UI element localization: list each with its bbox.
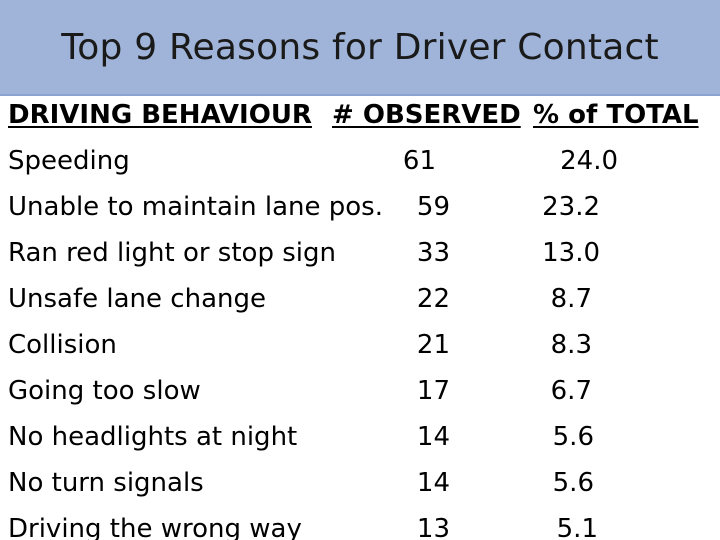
percent-cell: 24.0 — [560, 146, 618, 176]
percent-cell: 13.0 — [542, 238, 600, 268]
table-row: Unable to maintain lane pos. 59 23.2 — [0, 184, 720, 230]
percent-cell: 5.6 — [552, 468, 594, 498]
behaviour-cell: No headlights at night — [8, 422, 298, 452]
behaviour-cell: Collision — [8, 330, 117, 360]
observed-cell: 14 — [416, 468, 450, 498]
behaviour-cell: Unsafe lane change — [8, 284, 266, 314]
observed-cell: 22 — [416, 284, 450, 314]
observed-cell: 14 — [416, 422, 450, 452]
percent-cell: 5.6 — [552, 422, 594, 452]
title-bar: Top 9 Reasons for Driver Contact — [0, 0, 720, 96]
behaviour-cell: No turn signals — [8, 468, 204, 498]
behaviour-cell: Driving the wrong way — [8, 514, 302, 540]
column-header-behaviour: DRIVING BEHAVIOUR — [8, 100, 312, 130]
behaviour-cell: Speeding — [8, 146, 130, 176]
observed-cell: 61 — [402, 146, 436, 176]
column-header-observed: # OBSERVED — [332, 100, 521, 130]
table-row: No turn signals 14 5.6 — [0, 460, 720, 506]
table-row: Going too slow 17 6.7 — [0, 368, 720, 414]
table-row: Speeding 61 24.0 — [0, 138, 720, 184]
behaviour-cell: Ran red light or stop sign — [8, 238, 336, 268]
percent-cell: 23.2 — [542, 192, 600, 222]
observed-cell: 21 — [416, 330, 450, 360]
table-header-row: DRIVING BEHAVIOUR # OBSERVED % of TOTAL — [0, 92, 720, 138]
column-header-percent: % of TOTAL — [533, 100, 699, 130]
percent-cell: 8.7 — [550, 284, 592, 314]
percent-cell: 5.1 — [556, 514, 598, 540]
behaviour-cell: Unable to maintain lane pos. — [8, 192, 383, 222]
observed-cell: 13 — [416, 514, 450, 540]
observed-cell: 17 — [416, 376, 450, 406]
slide-title: Top 9 Reasons for Driver Contact — [61, 27, 659, 68]
behaviour-cell: Going too slow — [8, 376, 201, 406]
table-row: No headlights at night 14 5.6 — [0, 414, 720, 460]
percent-cell: 6.7 — [550, 376, 592, 406]
table-row: Collision 21 8.3 — [0, 322, 720, 368]
table-row: Unsafe lane change 22 8.7 — [0, 276, 720, 322]
observed-cell: 33 — [416, 238, 450, 268]
table-row: Ran red light or stop sign 33 13.0 — [0, 230, 720, 276]
observed-cell: 59 — [416, 192, 450, 222]
percent-cell: 8.3 — [550, 330, 592, 360]
table-row: Driving the wrong way 13 5.1 — [0, 506, 720, 540]
